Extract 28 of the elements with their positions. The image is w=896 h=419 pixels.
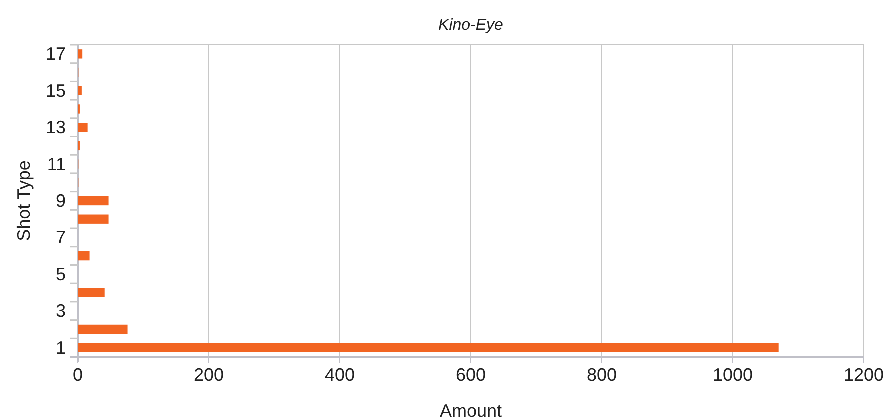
x-tick-label: 1000: [712, 365, 754, 385]
x-tick-label: 1200: [844, 365, 884, 385]
bar: [78, 288, 105, 298]
y-tick-label: 1: [56, 338, 66, 358]
y-tick-label: 17: [46, 44, 66, 64]
x-tick-label: 200: [194, 365, 224, 385]
bar: [78, 251, 90, 261]
x-axis-title: Amount: [440, 401, 502, 419]
y-tick-label: 15: [46, 80, 66, 101]
x-tick-label: 600: [456, 365, 486, 385]
bar: [78, 86, 82, 96]
y-tick-label: 9: [56, 191, 66, 211]
y-tick-label: 7: [56, 228, 66, 248]
y-tick-label: 11: [47, 154, 66, 174]
x-tick-label: 0: [72, 365, 84, 385]
bar: [78, 324, 128, 334]
y-tick-label: 3: [56, 301, 66, 322]
chart-title: Kino-Eye: [438, 17, 504, 34]
y-axis-title: Shot Type: [14, 160, 34, 242]
bar: [78, 214, 109, 224]
x-tick-label: 800: [586, 365, 618, 385]
bar: [78, 50, 83, 59]
bar: [78, 196, 109, 206]
bar: [78, 343, 779, 352]
y-tick-label: 5: [56, 264, 66, 284]
y-tick-label: 13: [46, 118, 66, 138]
bar: [78, 123, 88, 132]
x-tick-label: 400: [324, 365, 356, 385]
